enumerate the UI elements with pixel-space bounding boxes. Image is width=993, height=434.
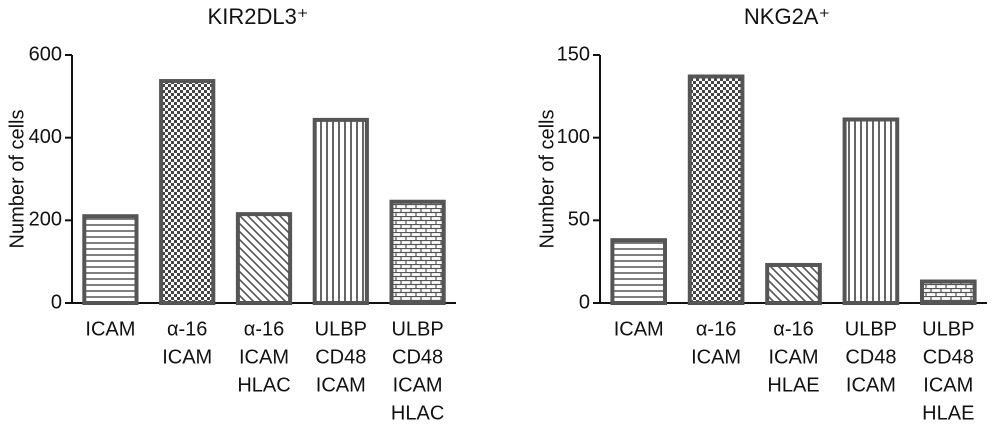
bar xyxy=(82,214,139,305)
y-axis-label: Number of cells xyxy=(6,110,28,249)
x-tick-label: CD48 xyxy=(392,346,443,368)
chart-title: NKG2A⁺ xyxy=(744,4,830,29)
x-tick-label: ICAM xyxy=(85,318,135,340)
y-tick-label: 50 xyxy=(568,209,590,231)
y-tick-label: 100 xyxy=(557,126,590,148)
y-tick-label: 200 xyxy=(29,209,62,231)
x-tick-label: ICAM xyxy=(393,374,443,396)
x-tick-label: CD48 xyxy=(315,346,366,368)
bar xyxy=(842,117,900,306)
x-tick-label: ICAM xyxy=(162,346,212,368)
bar xyxy=(235,212,293,305)
y-tick-label: 400 xyxy=(29,126,62,148)
x-tick-label: HLAE xyxy=(767,374,819,396)
bar xyxy=(389,199,446,306)
x-tick-label: ICAM xyxy=(846,374,896,396)
bar xyxy=(765,262,822,305)
chart-title: KIR2DL3⁺ xyxy=(208,4,309,29)
y-tick-label: 0 xyxy=(579,291,590,313)
x-tick-label: ULBP xyxy=(845,318,897,340)
bar xyxy=(687,74,745,305)
y-tick-label: 150 xyxy=(557,43,590,65)
x-tick-label: HLAC xyxy=(237,374,290,396)
x-tick-label: ULBP xyxy=(391,318,443,340)
x-tick-label: HLAC xyxy=(391,402,444,424)
y-axis-label: Number of cells xyxy=(536,110,558,249)
x-tick-label: CD48 xyxy=(923,346,974,368)
x-tick-label: HLAE xyxy=(922,402,974,424)
x-tick-label: ICAM xyxy=(769,346,819,368)
x-tick-label: ICAM xyxy=(691,346,741,368)
y-tick-label: 600 xyxy=(29,43,62,65)
bar xyxy=(919,279,977,305)
x-tick-label: α-16 xyxy=(696,318,736,340)
x-tick-label: ICAM xyxy=(316,374,366,396)
bar xyxy=(159,79,216,306)
x-tick-label: ICAM xyxy=(239,346,289,368)
x-tick-label: CD48 xyxy=(845,346,896,368)
x-tick-label: ICAM xyxy=(614,318,664,340)
x-tick-label: α-16 xyxy=(773,318,813,340)
x-tick-label: α-16 xyxy=(244,318,284,340)
x-tick-label: α-16 xyxy=(167,318,207,340)
bar xyxy=(312,117,369,306)
x-tick-label: ULBP xyxy=(922,318,974,340)
y-tick-label: 0 xyxy=(51,291,62,313)
x-tick-label: ICAM xyxy=(923,374,973,396)
x-tick-label: ULBP xyxy=(315,318,367,340)
bar xyxy=(610,238,668,306)
